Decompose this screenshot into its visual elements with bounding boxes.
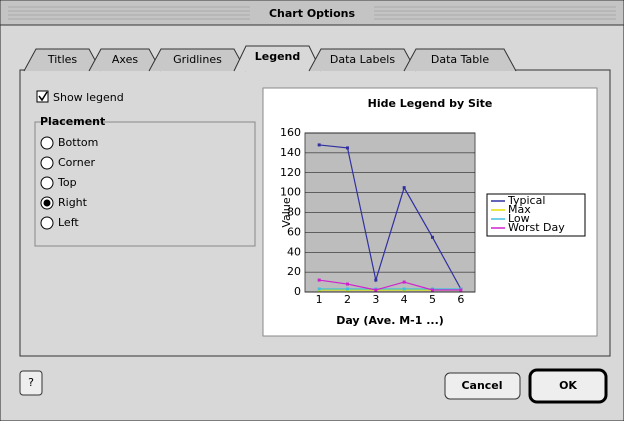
y-tick-label: 160: [280, 126, 301, 139]
point: [374, 279, 377, 282]
preview-title: Hide Legend by Site: [368, 97, 493, 110]
tab-label[interactable]: Titles: [47, 53, 78, 66]
dialog: Chart Options Show legend Placement ? Ca…: [0, 0, 624, 421]
point: [318, 279, 321, 282]
radio[interactable]: [41, 137, 53, 149]
y-tick-label: 20: [287, 265, 301, 278]
ok-label[interactable]: OK: [559, 379, 577, 392]
radio-label[interactable]: Corner: [58, 156, 95, 169]
x-tick-label: 3: [372, 293, 379, 306]
point: [346, 288, 349, 291]
radio-label[interactable]: Left: [58, 216, 79, 229]
point: [459, 289, 462, 292]
x-tick-label: 5: [429, 293, 436, 306]
y-tick-label: 140: [280, 146, 301, 159]
cancel-label[interactable]: Cancel: [461, 379, 502, 392]
tab-label[interactable]: Gridlines: [173, 53, 222, 66]
point: [431, 236, 434, 239]
x-tick-label: 6: [457, 293, 464, 306]
y-tick-label: 40: [287, 245, 301, 258]
point: [346, 146, 349, 149]
radio-label[interactable]: Right: [58, 196, 88, 209]
x-tick-label: 4: [401, 293, 408, 306]
x-tick-label: 1: [316, 293, 323, 306]
radio-label[interactable]: Top: [57, 176, 77, 189]
tab-label[interactable]: Axes: [112, 53, 138, 66]
point: [431, 289, 434, 292]
radio[interactable]: [41, 157, 53, 169]
point: [403, 288, 406, 291]
y-axis-label: Value: [280, 197, 293, 227]
x-tick-label: 2: [344, 293, 351, 306]
radio-label[interactable]: Bottom: [58, 136, 98, 149]
y-tick-label: 120: [280, 166, 301, 179]
point: [318, 143, 321, 146]
y-tick-label: 100: [280, 186, 301, 199]
x-axis-label: Day (Ave. M-1 ...): [336, 314, 444, 327]
radio[interactable]: [41, 177, 53, 189]
point: [374, 289, 377, 292]
tab-label[interactable]: Legend: [255, 50, 301, 63]
point: [318, 288, 321, 291]
group-title: Placement: [40, 115, 105, 128]
tab-label[interactable]: Data Table: [431, 53, 489, 66]
point: [346, 283, 349, 286]
window-title: Chart Options: [269, 7, 355, 20]
radio[interactable]: [41, 217, 53, 229]
point: [403, 186, 406, 189]
tab-label[interactable]: Data Labels: [330, 53, 395, 66]
point: [403, 281, 406, 284]
legend-label: Worst Day: [508, 221, 565, 234]
help-label[interactable]: ?: [28, 376, 34, 389]
checkbox-label[interactable]: Show legend: [53, 91, 124, 104]
y-tick-label: 0: [294, 285, 301, 298]
radio-dot: [44, 200, 51, 207]
